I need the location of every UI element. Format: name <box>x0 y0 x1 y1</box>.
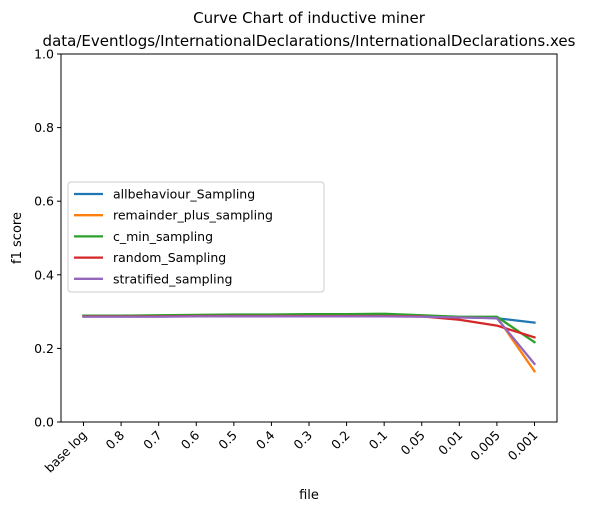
series-lines <box>82 312 537 373</box>
chart-title: Curve Chart of inductive miner <box>193 9 426 27</box>
x-tick-label: 0.4 <box>253 427 278 452</box>
x-tick-label: 0.6 <box>178 427 203 452</box>
x-axis-label: file <box>299 488 319 503</box>
x-tick-label: 0.5 <box>215 428 240 453</box>
x-tick-label: 0.7 <box>140 428 165 453</box>
x-axis: base log 0.8 0.7 0.6 0.5 0.4 0.3 0.2 0.1 0.05 0.01… <box>42 422 541 475</box>
x-tick-label: 0.3 <box>290 428 315 453</box>
legend-label: allbehaviour_Sampling <box>113 187 255 202</box>
y-axis: 0.0 0.2 0.4 0.6 0.8 1.0 <box>34 47 61 430</box>
x-tick-label: 0.1 <box>366 428 391 453</box>
y-axis-label: f1 score <box>10 212 25 264</box>
series-line-random-sampling <box>82 314 536 339</box>
legend-box <box>67 181 325 293</box>
chart-subtitle: data/Eventlogs/InternationalDeclarations… <box>43 32 576 50</box>
series-line-stratified-sampling <box>82 315 537 366</box>
y-tick-label: 0.8 <box>34 120 54 135</box>
x-tick-label: 0.2 <box>328 428 353 453</box>
y-tick-label: 0.6 <box>34 194 54 209</box>
y-tick-label: 0.4 <box>34 267 54 282</box>
x-tick-label: 0.001 <box>505 428 541 464</box>
legend: allbehaviour_Sampling remainder_plus_samp… <box>67 181 325 293</box>
y-tick-label: 0.2 <box>34 341 54 356</box>
series-line-remainder-plus-sampling <box>82 314 537 373</box>
legend-label: stratified_sampling <box>113 271 232 286</box>
y-tick-label: 0.0 <box>34 415 54 430</box>
legend-label: c_min_sampling <box>113 229 213 244</box>
legend-label: remainder_plus_sampling <box>113 208 273 223</box>
x-tick-label: 0.8 <box>103 427 128 452</box>
x-tick-label: 0.01 <box>435 428 465 458</box>
x-tick-label: 0.005 <box>467 428 503 464</box>
x-tick-label: base log <box>42 428 90 476</box>
legend-label: random_Sampling <box>113 250 226 265</box>
y-tick-label: 1.0 <box>34 47 54 62</box>
x-tick-label: 0.05 <box>398 428 428 458</box>
